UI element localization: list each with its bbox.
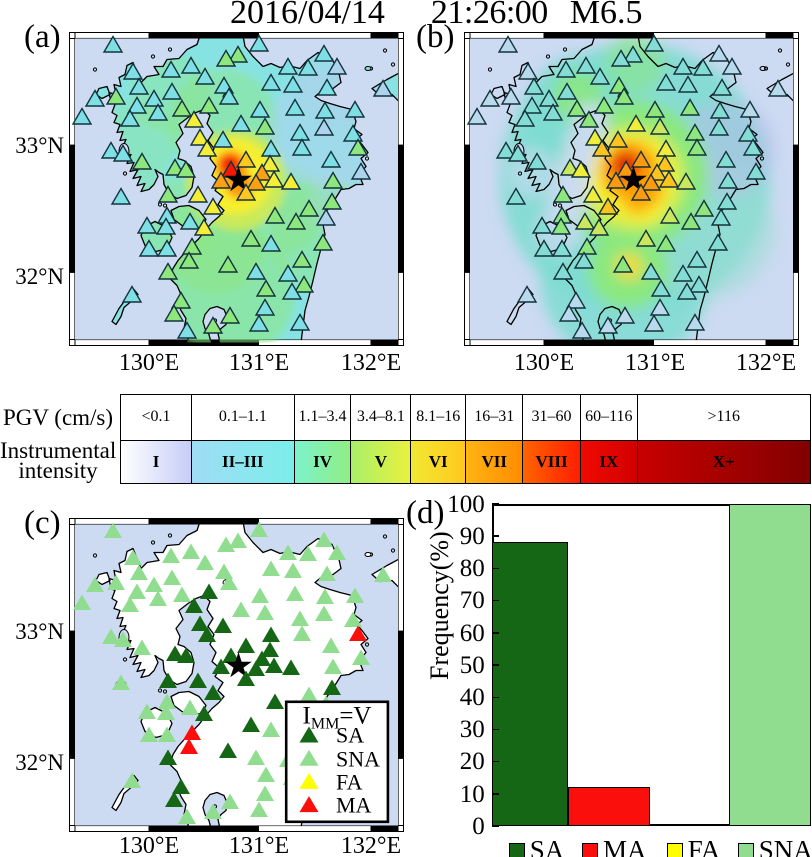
svg-text:FA: FA	[336, 770, 363, 795]
svg-text:MA: MA	[336, 793, 372, 818]
svg-text:SNA: SNA	[336, 747, 380, 772]
svg-text:SA: SA	[336, 723, 364, 748]
